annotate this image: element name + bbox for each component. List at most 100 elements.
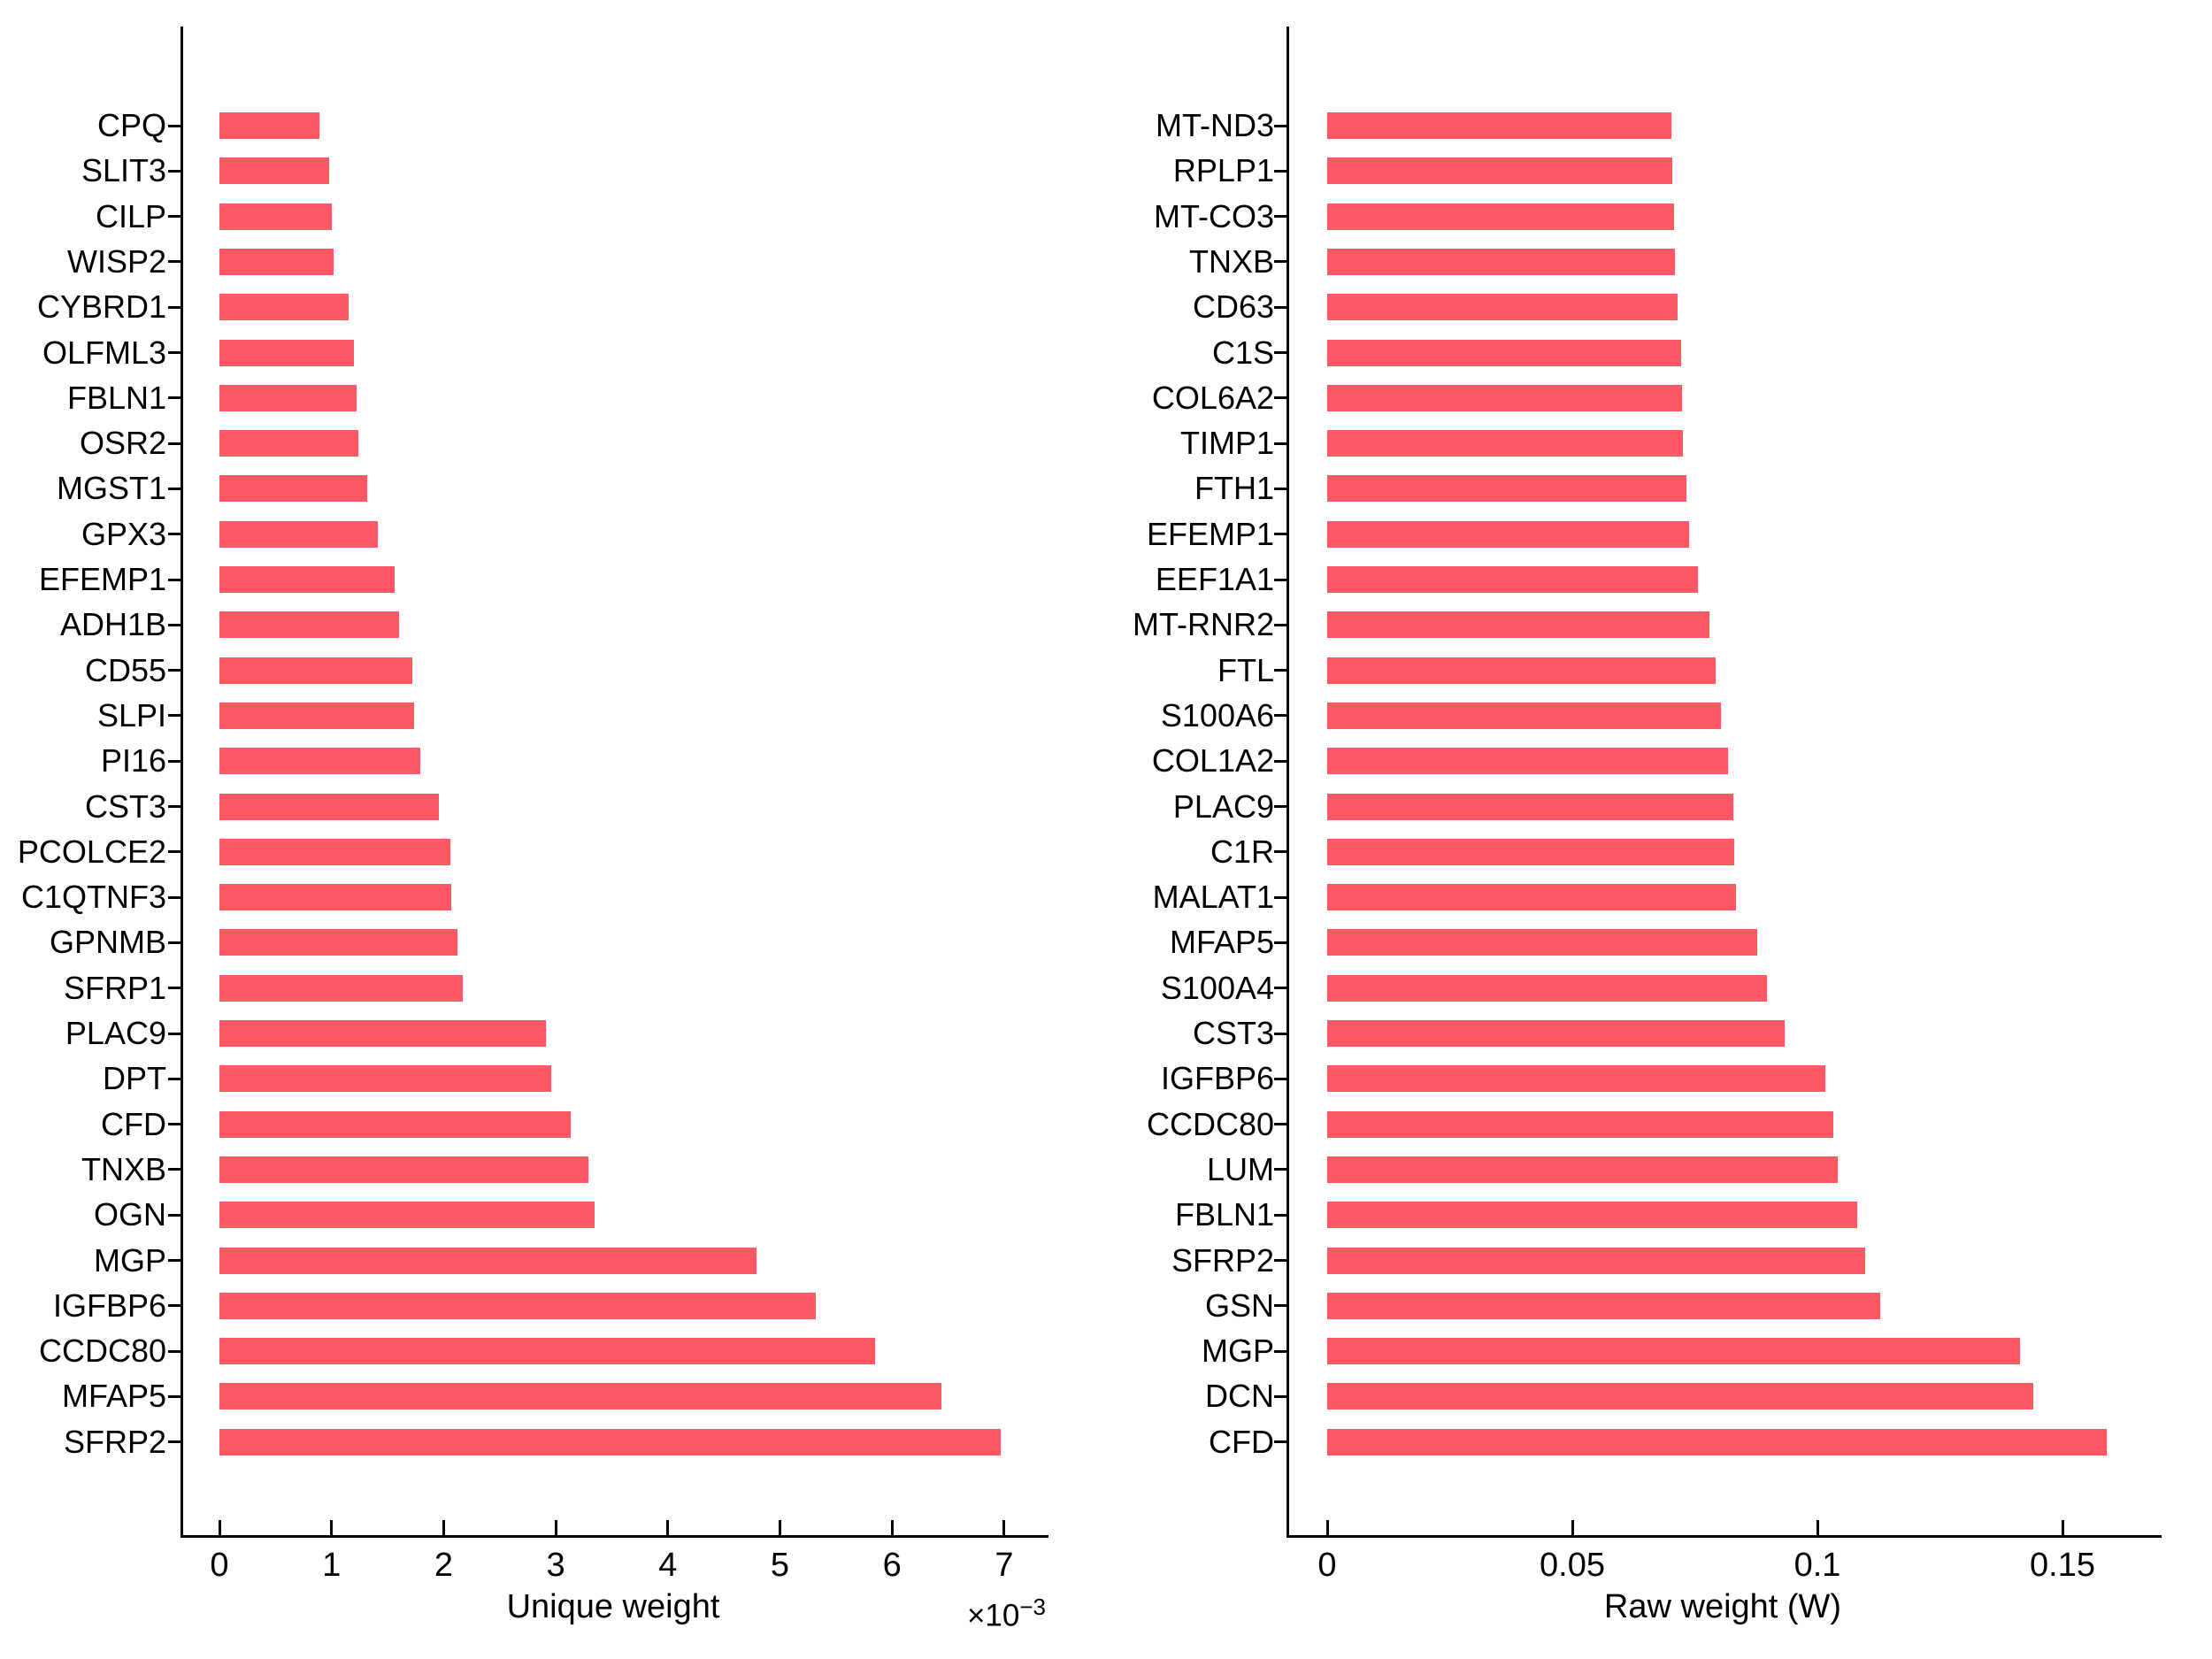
bar [219, 702, 415, 729]
y-tick [168, 669, 180, 672]
bar [219, 430, 359, 457]
x-tick [442, 1520, 445, 1535]
bar [219, 1065, 552, 1093]
y-tick [168, 805, 180, 808]
bar [219, 748, 420, 775]
y-tick [1274, 1259, 1286, 1262]
bar [1327, 1065, 1825, 1093]
y-tick [168, 714, 180, 718]
y-tick [1274, 623, 1286, 626]
bar [1327, 1202, 1857, 1229]
y-tick-label: PLAC9 [65, 1015, 166, 1051]
y-tick-label: S100A4 [1160, 969, 1274, 1006]
bar [1327, 1383, 2034, 1410]
bar [219, 248, 334, 275]
bar [1327, 475, 1687, 503]
bar [1327, 520, 1690, 548]
x-tick [779, 1520, 781, 1535]
bar [1327, 294, 1678, 321]
y-tick [168, 351, 180, 354]
offset-exponent: −3 [1019, 1594, 1046, 1620]
y-tick [168, 215, 180, 219]
y-tick [1274, 351, 1286, 354]
bar [219, 475, 368, 503]
bar [219, 112, 319, 139]
y-tick [1274, 895, 1286, 899]
y-tick-label: FTH1 [1194, 470, 1274, 507]
x-tick [1571, 1520, 1574, 1535]
y-tick-label: CYBRD1 [36, 288, 166, 326]
bar [219, 793, 440, 820]
y-tick-label: MT-CO3 [1153, 197, 1274, 234]
y-tick-label: S100A6 [1160, 696, 1274, 733]
bar [219, 974, 463, 1002]
y-tick [168, 895, 180, 899]
x-axis-title: Raw weight (W) [1603, 1588, 1842, 1625]
y-tick-label: SFRP2 [63, 1423, 166, 1460]
y-tick [1274, 1440, 1286, 1444]
y-tick-label: CPQ [96, 107, 166, 143]
y-tick [1274, 124, 1286, 127]
y-tick-label: LUM [1206, 1150, 1274, 1187]
y-tick-label: SFRP1 [63, 969, 166, 1006]
bar [1327, 657, 1716, 684]
y-tick [1274, 1032, 1286, 1035]
y-axis-line [1286, 27, 1289, 1535]
y-tick-label: C1S [1211, 334, 1274, 371]
bar [1327, 112, 1672, 139]
y-tick [168, 305, 180, 309]
bar [1327, 339, 1681, 366]
y-tick-label: GPX3 [81, 515, 166, 552]
y-tick [1274, 1349, 1286, 1353]
bar [219, 1020, 546, 1047]
x-tick-label: 6 [882, 1547, 902, 1584]
y-tick-label: EFEMP1 [38, 561, 166, 597]
y-tick-label: MALAT1 [1152, 879, 1274, 916]
x-tick-label: 0 [1317, 1547, 1337, 1584]
bar [219, 157, 330, 185]
y-tick [168, 533, 180, 536]
y-tick-label: CCDC80 [38, 1333, 166, 1370]
y-tick [168, 1304, 180, 1308]
y-tick [1274, 1394, 1286, 1398]
y-tick [1274, 487, 1286, 490]
y-tick-label: WISP2 [66, 242, 166, 280]
y-tick-label: OGN [93, 1196, 166, 1233]
y-tick [1274, 396, 1286, 400]
bar [1327, 157, 1673, 185]
x-tick-label: 2 [434, 1547, 453, 1584]
bar [219, 1110, 571, 1138]
y-tick-label: MFAP5 [61, 1378, 166, 1415]
y-tick-label: RPLP1 [1172, 152, 1274, 189]
bar [1327, 1156, 1838, 1183]
y-tick-label: GPNMB [49, 924, 166, 961]
y-tick-label: TNXB [1188, 242, 1274, 280]
y-tick-label: ADH1B [59, 606, 166, 643]
bar [219, 1383, 941, 1410]
y-tick [1274, 169, 1286, 173]
y-tick [168, 987, 180, 990]
y-tick-label: SLIT3 [81, 152, 166, 189]
bar [219, 611, 399, 639]
y-tick-label: COL1A2 [1151, 742, 1274, 780]
y-tick [1274, 533, 1286, 536]
y-tick [1274, 941, 1286, 944]
bar [1327, 611, 1709, 639]
bar [1327, 566, 1699, 593]
y-tick-label: CD55 [84, 651, 166, 688]
bar [1327, 1338, 2020, 1365]
y-tick-label: DPT [103, 1060, 166, 1097]
y-tick-label: MGP [93, 1241, 166, 1279]
x-tick [1002, 1520, 1006, 1535]
bar [219, 1156, 588, 1183]
y-tick-label: TIMP1 [1179, 425, 1274, 462]
bar [219, 384, 357, 411]
y-tick-label: MGST1 [56, 470, 166, 507]
bar [1327, 793, 1733, 820]
bar [1327, 248, 1676, 275]
y-tick [1274, 850, 1286, 854]
x-tick-label: 5 [770, 1547, 790, 1584]
bar [219, 1338, 876, 1365]
y-tick [168, 1077, 180, 1080]
